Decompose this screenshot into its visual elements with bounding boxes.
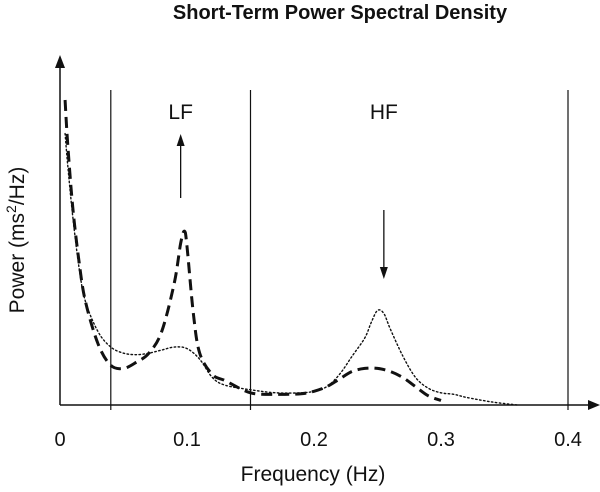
x-axis-label: Frequency (Hz): [241, 463, 386, 486]
band-label-hf: HF: [370, 101, 398, 124]
band-boundaries: [110, 90, 569, 410]
y-axis-label-superscript: 2: [3, 205, 19, 213]
y-axis: [55, 55, 65, 405]
x-tick-label: 0.4: [554, 429, 582, 451]
x-axis-arrow-icon: [588, 400, 600, 410]
x-tick-label: 0.3: [427, 429, 455, 451]
band-annotations: LF HF: [168, 101, 398, 279]
y-axis-label: Power (ms2/Hz): [3, 167, 29, 314]
series-line-dashed: [63, 99, 442, 402]
band-label-lf: LF: [168, 101, 193, 124]
series-line-dotted: [64, 132, 518, 406]
y-axis-label-main: Power (ms: [6, 213, 29, 313]
arrow-up-head-icon: [176, 134, 185, 146]
series-lines: [63, 99, 518, 406]
x-tick-label: 0.1: [173, 429, 201, 451]
y-axis-arrow-icon: [55, 55, 65, 68]
chart-title: Short-Term Power Spectral Density: [173, 2, 508, 24]
y-axis-label-tail: /Hz): [6, 167, 29, 206]
arrow-down-head-icon: [379, 267, 388, 279]
x-tick-label: 0: [54, 429, 65, 451]
x-axis: [60, 400, 600, 410]
x-tick-label: 0.2: [300, 429, 328, 451]
x-tick-labels: 0 0.1 0.2 0.3 0.4: [54, 429, 581, 451]
